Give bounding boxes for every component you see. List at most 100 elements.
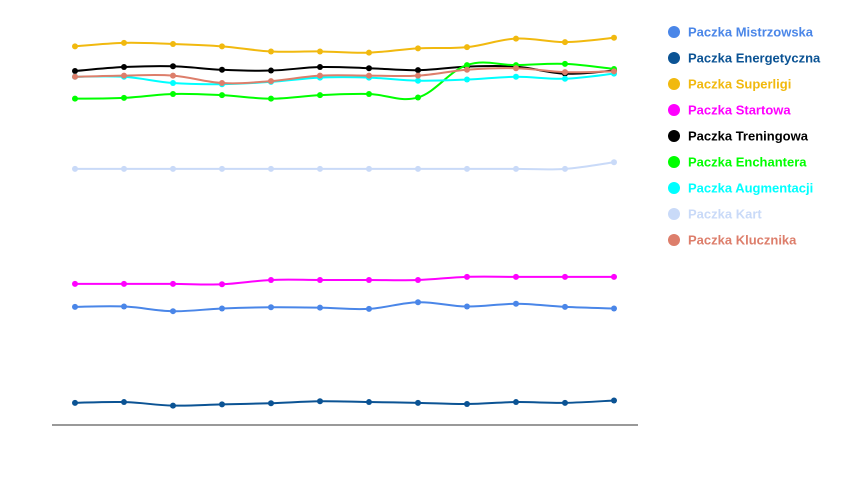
data-point [170, 165, 176, 172]
data-point [366, 65, 372, 72]
legend-item[interactable]: Paczka Kart [668, 207, 762, 222]
data-point [562, 273, 568, 280]
data-point [268, 165, 274, 172]
data-point [219, 281, 225, 288]
series-paczka-superligi [72, 34, 617, 56]
data-point [415, 72, 421, 79]
legend-item[interactable]: Paczka Klucznika [668, 233, 797, 248]
series-paczka-klucznika [72, 65, 617, 87]
data-point [72, 67, 78, 74]
legend-label: Paczka Energetyczna [688, 51, 821, 66]
legend-item[interactable]: Paczka Energetyczna [668, 51, 821, 66]
data-point [121, 94, 127, 101]
data-point [121, 72, 127, 79]
data-point [513, 35, 519, 42]
data-point [464, 62, 470, 69]
data-point [121, 399, 127, 406]
data-point [170, 41, 176, 48]
series-paczka-augmentacji [72, 70, 617, 88]
data-point [513, 65, 519, 72]
series-paczka-kart [72, 159, 617, 172]
series-line [74, 301, 615, 313]
data-point [464, 401, 470, 408]
legend-item[interactable]: Paczka Enchantera [668, 155, 807, 170]
data-point [121, 39, 127, 46]
legend-label: Paczka Kart [688, 207, 762, 222]
data-point [121, 64, 127, 71]
data-point [72, 73, 78, 80]
data-point [366, 72, 372, 79]
data-point [72, 43, 78, 50]
legend-label: Paczka Augmentacji [688, 181, 813, 196]
series-paczka-enchantera [72, 60, 617, 102]
data-point [513, 165, 519, 172]
series-line [74, 36, 615, 54]
data-point [170, 308, 176, 315]
data-point [366, 165, 372, 172]
data-point [317, 165, 323, 172]
legend-marker [668, 182, 680, 194]
data-point [72, 95, 78, 102]
data-point [415, 399, 421, 406]
legend-label: Paczka Mistrzowska [688, 25, 814, 40]
legend-label: Paczka Treningowa [688, 129, 809, 144]
data-point [170, 63, 176, 70]
legend-item[interactable]: Paczka Superligi [668, 77, 791, 92]
data-point [464, 303, 470, 310]
data-point [317, 304, 323, 311]
data-point [121, 280, 127, 287]
legend-marker [668, 26, 680, 38]
data-point [366, 49, 372, 56]
legend-marker [668, 104, 680, 116]
data-point [562, 165, 568, 172]
data-point [415, 77, 421, 84]
data-point [268, 95, 274, 102]
data-point [464, 66, 470, 73]
data-point [219, 43, 225, 50]
legend-marker [668, 208, 680, 220]
data-point [268, 276, 274, 283]
data-point [219, 305, 225, 312]
data-point [219, 165, 225, 172]
data-point [464, 273, 470, 280]
legend-item[interactable]: Paczka Augmentacji [668, 181, 813, 196]
series-line [74, 64, 615, 75]
data-point [268, 400, 274, 407]
data-point [562, 60, 568, 67]
data-point [562, 39, 568, 46]
legend-label: Paczka Superligi [688, 77, 791, 92]
data-point [219, 401, 225, 408]
data-point [121, 165, 127, 172]
legend-item[interactable]: Paczka Treningowa [668, 129, 809, 144]
data-point [219, 92, 225, 99]
legend-item[interactable]: Paczka Mistrzowska [668, 25, 814, 40]
series-line [74, 399, 615, 407]
series-line [74, 61, 615, 101]
data-point [170, 72, 176, 79]
data-point [562, 399, 568, 406]
data-point [366, 399, 372, 406]
data-point [366, 90, 372, 97]
series-line [74, 161, 615, 171]
data-point [513, 300, 519, 307]
legend-marker [668, 234, 680, 246]
data-point [611, 305, 617, 312]
data-point [562, 75, 568, 82]
data-point [415, 165, 421, 172]
legend-item[interactable]: Paczka Startowa [668, 103, 791, 118]
data-point [611, 68, 617, 75]
data-point [464, 76, 470, 83]
data-point [513, 273, 519, 280]
data-point [317, 64, 323, 71]
data-point [317, 398, 323, 405]
data-point [268, 48, 274, 55]
series-paczka-mistrzowska [72, 299, 617, 315]
legend-marker [668, 78, 680, 90]
data-point [611, 159, 617, 166]
data-point [317, 92, 323, 99]
data-point [415, 94, 421, 101]
data-point [317, 48, 323, 55]
data-point [170, 90, 176, 97]
data-point [562, 69, 568, 76]
